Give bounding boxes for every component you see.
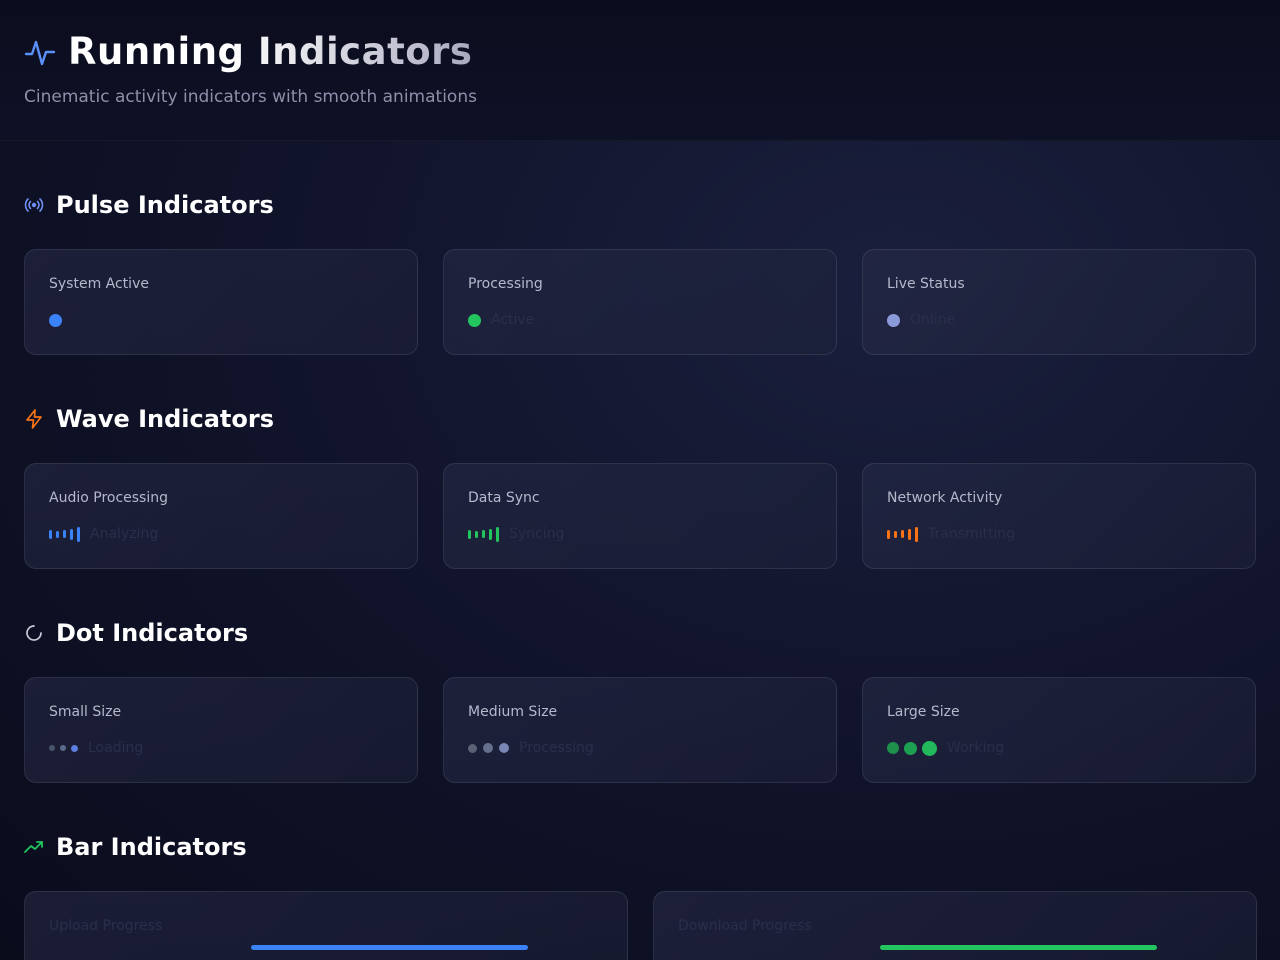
dot-card-medium: Medium Size Processing xyxy=(443,677,837,783)
card-label: Network Activity xyxy=(887,490,1003,506)
main-content: Pulse Indicators System Active Processin… xyxy=(0,185,1280,960)
wave-bars xyxy=(887,526,918,542)
wave-card-data-sync: Data Sync Syncing xyxy=(443,463,837,569)
pulse-dot xyxy=(468,313,481,327)
section-title: Dot Indicators xyxy=(56,619,249,647)
activity-icon xyxy=(24,40,56,65)
bar-card-download: Download Progress xyxy=(653,891,1257,960)
indicator-row: Working xyxy=(887,738,1231,758)
status-text: Analyzing xyxy=(90,526,159,542)
card-label: System Active xyxy=(49,276,149,292)
dot-grid: Small Size Loading Medium Size Processin… xyxy=(24,677,1256,783)
dot xyxy=(499,743,509,753)
status-text: Working xyxy=(947,740,1005,756)
loading-dots xyxy=(49,744,78,752)
wave-bar xyxy=(475,530,478,538)
indicator-row: Online xyxy=(887,310,1231,330)
dot xyxy=(71,744,78,752)
pulse-grid: System Active Processing Active Live Sta… xyxy=(24,249,1256,355)
wave-bar xyxy=(63,530,66,538)
card-label: Upload Progress xyxy=(49,918,163,934)
wave-bar xyxy=(915,526,918,542)
wave-bars xyxy=(49,526,80,542)
wave-grid: Audio Processing Analyzing Data Sync xyxy=(24,463,1256,569)
wave-bar xyxy=(49,529,52,539)
card-label: Medium Size xyxy=(468,704,558,720)
section-dot-header: Dot Indicators xyxy=(24,613,1256,653)
card-label: Download Progress xyxy=(678,918,812,934)
page-subtitle: Cinematic activity indicators with smoot… xyxy=(24,87,477,107)
dot xyxy=(60,745,66,751)
status-text: Loading xyxy=(88,740,144,756)
pulse-card-live-status: Live Status Online xyxy=(862,249,1256,355)
card-label: Audio Processing xyxy=(49,490,168,506)
card-label: Processing xyxy=(468,276,543,292)
card-label: Data Sync xyxy=(468,490,540,506)
wave-bar xyxy=(901,530,904,538)
dot-card-large: Large Size Working xyxy=(862,677,1256,783)
wave-bar xyxy=(496,526,499,542)
wave-bar xyxy=(908,528,911,540)
indicator-row xyxy=(49,310,393,330)
wave-bar xyxy=(56,530,59,538)
indicator-row: Syncing xyxy=(468,524,812,544)
progress-bar xyxy=(880,945,1157,950)
bar-card-upload: Upload Progress xyxy=(24,891,628,960)
page-title: Running Indicators xyxy=(68,30,473,73)
loading-dots xyxy=(468,743,509,753)
title-row: Running Indicators xyxy=(24,30,1256,73)
dot xyxy=(49,745,55,751)
section-title: Pulse Indicators xyxy=(56,191,274,219)
status-text: Active xyxy=(491,312,535,328)
dot xyxy=(904,741,917,755)
dot-card-small: Small Size Loading xyxy=(24,677,418,783)
dot xyxy=(468,743,477,753)
lightning-icon xyxy=(26,409,42,429)
status-text: Processing xyxy=(519,740,594,756)
wave-bar xyxy=(468,529,471,539)
pulse-card-processing: Processing Active xyxy=(443,249,837,355)
wave-bar xyxy=(489,528,492,540)
indicator-row: Loading xyxy=(49,738,393,758)
dot xyxy=(887,742,899,754)
indicator-row: Analyzing xyxy=(49,524,393,544)
section-title: Bar Indicators xyxy=(56,833,247,861)
pulse-dot xyxy=(887,313,900,327)
indicator-row: Processing xyxy=(468,738,812,758)
wave-card-network-activity: Network Activity Transmitting xyxy=(862,463,1256,569)
broadcast-icon xyxy=(24,198,44,212)
wave-bar xyxy=(70,528,73,540)
status-text: Syncing xyxy=(509,526,565,542)
pulse-dot xyxy=(49,313,62,327)
section-wave-header: Wave Indicators xyxy=(24,399,1256,439)
dot xyxy=(922,740,937,756)
wave-bar xyxy=(887,529,890,539)
card-label: Large Size xyxy=(887,704,960,720)
status-text: Online xyxy=(910,312,956,328)
wave-bars xyxy=(468,526,499,542)
spinner-icon xyxy=(26,625,42,641)
page-header: Running Indicators Cinematic activity in… xyxy=(0,0,1280,141)
bar-grid: Upload Progress Download Progress xyxy=(24,891,1257,960)
indicator-row: Active xyxy=(468,310,812,330)
indicator-row: Transmitting xyxy=(887,524,1231,544)
dot xyxy=(483,743,493,753)
section-pulse-header: Pulse Indicators xyxy=(24,185,1256,225)
progress-bar xyxy=(251,945,528,950)
wave-bar xyxy=(894,530,897,538)
pulse-card-system-active: System Active xyxy=(24,249,418,355)
wave-card-audio-processing: Audio Processing Analyzing xyxy=(24,463,418,569)
wave-bar xyxy=(77,526,80,542)
wave-bar xyxy=(482,530,485,538)
section-title: Wave Indicators xyxy=(56,405,275,433)
card-label: Live Status xyxy=(887,276,965,292)
trending-up-icon xyxy=(24,841,43,853)
card-label: Small Size xyxy=(49,704,122,720)
loading-dots xyxy=(887,740,937,756)
section-bar-header: Bar Indicators xyxy=(24,827,1256,867)
status-text: Transmitting xyxy=(928,526,1016,542)
